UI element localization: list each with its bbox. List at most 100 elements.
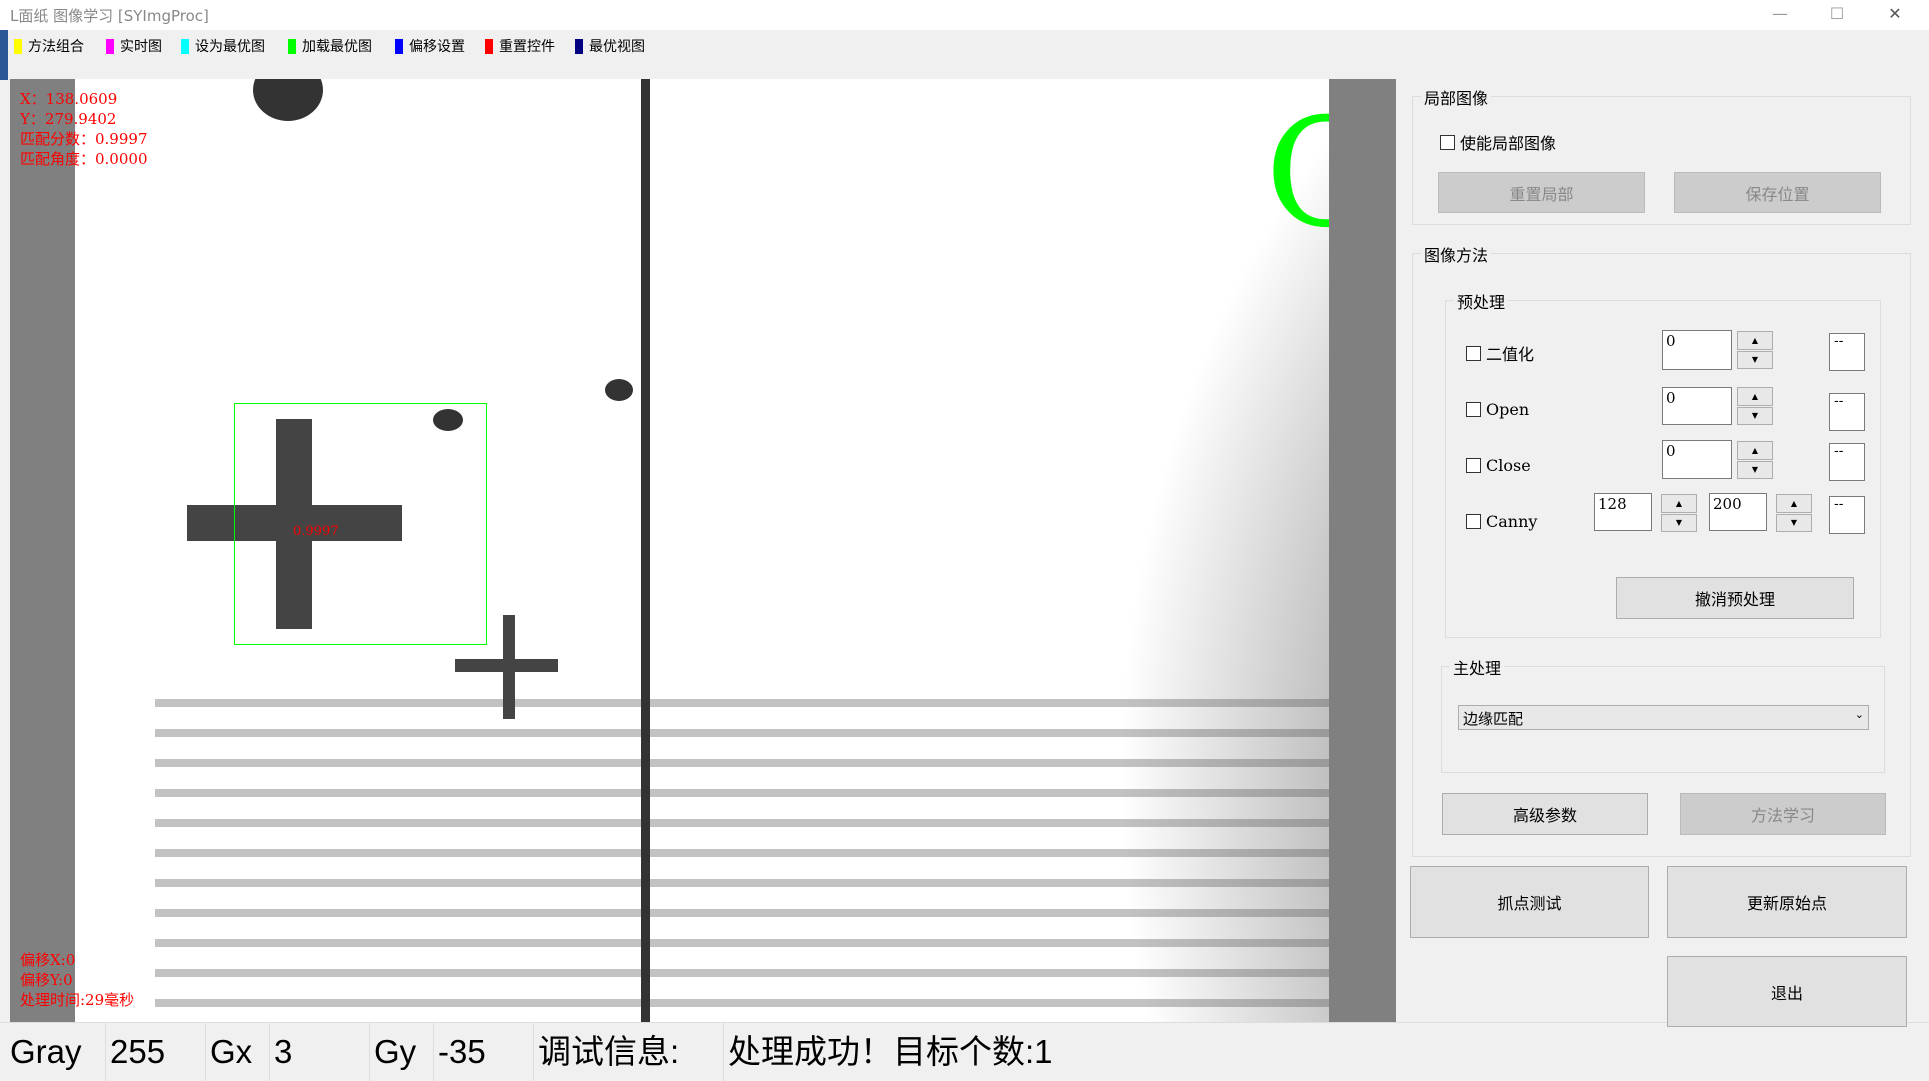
method-learn-button[interactable]: 方法学习 [1680, 793, 1886, 835]
close-checkbox[interactable]: Close [1466, 456, 1531, 475]
spin-up-icon[interactable]: ▲ [1737, 441, 1773, 460]
offset-x: 偏移X:0 [20, 951, 76, 969]
grab-test-button[interactable]: 抓点测试 [1410, 866, 1649, 938]
canny-checkbox[interactable]: Canny [1466, 512, 1537, 531]
title-bar: L面纸 图像学习 [SYImgProc] — ☐ ✕ [0, 0, 1929, 30]
canny-low-input[interactable]: 128 [1594, 493, 1652, 531]
debug-label: 调试信息: [534, 1023, 724, 1081]
advanced-params-button[interactable]: 高级参数 [1442, 793, 1648, 835]
image-vertical-line [641, 79, 650, 1022]
gray-value: 255 [106, 1023, 206, 1081]
exit-button[interactable]: 退出 [1667, 956, 1907, 1027]
canny-state: -- [1829, 496, 1865, 534]
coord-y: Y：279.9402 [20, 110, 117, 128]
toolbar-method-combo[interactable]: 方法组合 [14, 36, 84, 56]
undo-preprocess-button[interactable]: 撤消预处理 [1616, 577, 1854, 619]
minimize-button[interactable]: — [1772, 4, 1788, 23]
toolbar-label: 最优视图 [589, 39, 645, 55]
checkbox-label: Canny [1486, 512, 1538, 531]
match-score: 匹配分数：0.9997 [20, 130, 148, 148]
offset-y: 偏移Y:0 [20, 971, 73, 989]
gy-value: -35 [434, 1023, 534, 1081]
spin-down-icon[interactable]: ▼ [1737, 460, 1773, 479]
canny-high-input[interactable]: 200 [1709, 493, 1767, 531]
spin-up-icon[interactable]: ▲ [1661, 494, 1697, 513]
binary-value-input[interactable]: 0 [1662, 330, 1732, 370]
enable-local-checkbox[interactable]: 使能局部图像 [1440, 130, 1556, 154]
spin-up-icon[interactable]: ▲ [1737, 387, 1773, 406]
open-state: -- [1829, 393, 1865, 431]
image-viewport[interactable]: 0.9997 OK X：138.0609 Y：279.9402 匹配分数：0.9… [10, 79, 1396, 1022]
binary-state: -- [1829, 333, 1865, 371]
group-title: 主处理 [1450, 655, 1505, 679]
color-swatch-icon [181, 38, 189, 54]
checkbox-label: Close [1486, 456, 1531, 475]
checkbox-label: 使能局部图像 [1460, 134, 1557, 153]
maximize-button[interactable]: ☐ [1829, 4, 1845, 23]
checkbox-icon [1466, 514, 1481, 529]
cross-mark-horizontal [187, 505, 402, 541]
open-value-input[interactable]: 0 [1662, 387, 1732, 425]
image-blob [605, 379, 633, 401]
toolbar-label: 方法组合 [28, 39, 84, 55]
color-swatch-icon [485, 38, 493, 54]
main-process-select[interactable]: 边缘匹配 ⌄ [1458, 705, 1869, 730]
debug-message: 处理成功！目标个数:1 [728, 1033, 1053, 1070]
checkbox-icon [1466, 402, 1481, 417]
toolbar-reset-controls[interactable]: 重置控件 [485, 36, 555, 56]
toolbar-label: 重置控件 [499, 39, 555, 55]
close-spinner[interactable]: ▲ ▼ [1737, 441, 1773, 479]
checkbox-label: 二值化 [1486, 345, 1535, 364]
match-angle: 匹配角度：0.0000 [20, 150, 148, 168]
toolbar-set-best[interactable]: 设为最优图 [181, 36, 265, 56]
close-button[interactable]: ✕ [1888, 4, 1902, 23]
close-value-input[interactable]: 0 [1662, 440, 1732, 479]
spin-down-icon[interactable]: ▼ [1737, 350, 1773, 369]
window-edge [0, 0, 8, 80]
gray-label: Gray [6, 1023, 106, 1081]
canny-low-spinner[interactable]: ▲ ▼ [1661, 494, 1697, 532]
save-position-button[interactable]: 保存位置 [1674, 172, 1881, 213]
gy-label: Gy [370, 1023, 434, 1081]
toolbar-offset-settings[interactable]: 偏移设置 [395, 36, 465, 56]
toolbar-best-view[interactable]: 最优视图 [575, 36, 645, 56]
checkbox-icon [1466, 345, 1481, 361]
color-swatch-icon [395, 38, 403, 54]
spin-up-icon[interactable]: ▲ [1776, 494, 1812, 513]
gx-value: 3 [270, 1023, 370, 1081]
spin-down-icon[interactable]: ▼ [1776, 513, 1812, 532]
match-score-label: 0.9997 [293, 524, 339, 539]
close-state: -- [1829, 443, 1865, 481]
group-title: 图像方法 [1421, 242, 1492, 266]
image-blob [253, 79, 323, 121]
binary-checkbox[interactable]: 二值化 [1466, 341, 1534, 365]
open-checkbox[interactable]: Open [1466, 400, 1529, 419]
process-time: 处理时间:29毫秒 [20, 991, 135, 1009]
chevron-down-icon: ⌄ [1854, 708, 1864, 721]
image-texture [155, 699, 1329, 1022]
spin-down-icon[interactable]: ▼ [1661, 513, 1697, 532]
select-value: 边缘匹配 [1463, 710, 1524, 728]
open-spinner[interactable]: ▲ ▼ [1737, 387, 1773, 425]
image-method-group: 图像方法 [1412, 242, 1911, 857]
toolbar-load-best[interactable]: 加载最优图 [288, 36, 372, 56]
image-shading [635, 79, 1329, 1022]
checkbox-icon [1440, 134, 1455, 150]
canny-high-spinner[interactable]: ▲ ▼ [1776, 494, 1812, 532]
spin-up-icon[interactable]: ▲ [1737, 331, 1773, 350]
camera-image: 0.9997 OK [75, 79, 1329, 1022]
spin-down-icon[interactable]: ▼ [1737, 406, 1773, 425]
preprocess-group: 预处理 [1445, 289, 1881, 638]
group-title: 局部图像 [1421, 85, 1492, 109]
checkbox-label: Open [1486, 400, 1530, 419]
main-process-group: 主处理 [1441, 655, 1885, 773]
binary-spinner[interactable]: ▲ ▼ [1737, 331, 1773, 369]
color-swatch-icon [288, 38, 296, 54]
reset-local-button[interactable]: 重置局部 [1438, 172, 1645, 213]
coord-x: X：138.0609 [20, 90, 118, 108]
update-origin-button[interactable]: 更新原始点 [1667, 866, 1907, 938]
toolbar-live-view[interactable]: 实时图 [106, 36, 162, 56]
group-title: 预处理 [1454, 289, 1509, 313]
color-swatch-icon [106, 38, 114, 54]
match-bounding-box [234, 403, 487, 645]
